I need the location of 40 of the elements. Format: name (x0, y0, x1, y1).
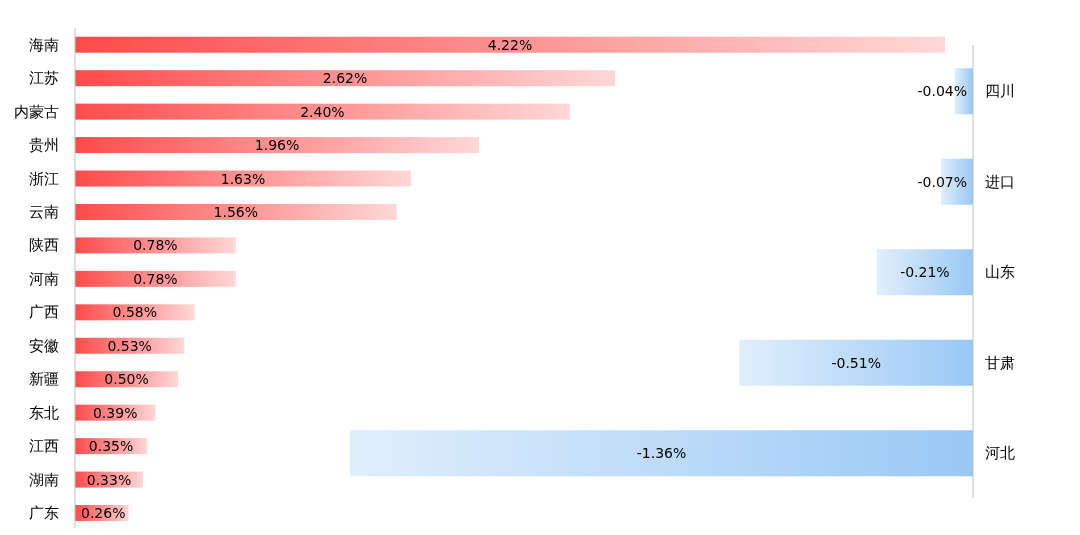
y-tick-label: 海南 (29, 35, 59, 54)
data-label: -0.51% (831, 354, 881, 371)
y-tick-label: 甘肃 (985, 353, 1015, 372)
y-tick-label: 江西 (29, 437, 59, 456)
data-label: 0.35% (88, 438, 134, 455)
data-label: 0.26% (81, 505, 126, 522)
y-tick-label: 河南 (29, 269, 59, 288)
data-label: 0.33% (86, 471, 132, 488)
data-label: 1.96% (254, 137, 300, 154)
data-label: -0.04% (917, 83, 967, 100)
y-tick-label: 新疆 (29, 370, 59, 389)
y-tick-label: 河北 (985, 444, 1015, 463)
y-tick-label: 山东 (985, 263, 1015, 282)
y-tick-label: 四川 (985, 82, 1015, 101)
data-label: 0.39% (92, 404, 138, 421)
y-tick-label: 安徽 (29, 336, 59, 355)
data-label: 2.40% (300, 103, 345, 120)
y-tick-label: 东北 (29, 403, 59, 422)
y-tick-label: 进口 (985, 172, 1015, 191)
y-tick-label: 云南 (29, 202, 59, 221)
data-label: 1.63% (220, 170, 266, 187)
data-label: 0.53% (107, 337, 152, 354)
y-tick-label: 江苏 (29, 69, 59, 88)
y-tick-label: 浙江 (29, 169, 59, 188)
data-label: 2.62% (322, 70, 368, 87)
y-tick-label: 内蒙古 (14, 102, 59, 121)
data-label: 0.58% (112, 304, 158, 321)
data-label: 0.50% (104, 371, 149, 388)
y-tick-label: 广东 (29, 504, 59, 523)
data-label: 4.22% (487, 36, 533, 53)
y-tick-label: 广西 (29, 303, 59, 322)
data-label: 1.56% (213, 203, 259, 220)
y-tick-label: 贵州 (29, 136, 59, 155)
y-tick-label: 湖南 (29, 470, 59, 489)
data-label: 0.78% (133, 237, 178, 254)
data-label: -1.36% (636, 445, 687, 462)
data-label: 0.78% (133, 270, 178, 287)
data-label: -0.21% (900, 264, 950, 281)
y-tick-label: 陕西 (29, 236, 59, 255)
data-label: -0.07% (917, 173, 967, 190)
